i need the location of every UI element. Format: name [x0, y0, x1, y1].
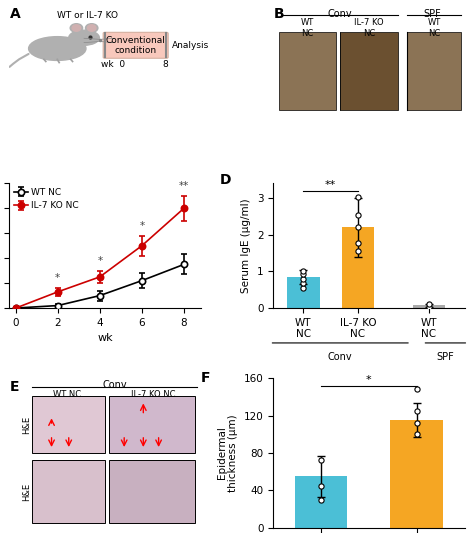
Point — [413, 419, 420, 427]
Bar — [407, 33, 461, 110]
Ellipse shape — [87, 25, 96, 31]
Bar — [109, 396, 195, 453]
Point — [354, 193, 362, 201]
Text: *: * — [55, 273, 60, 283]
Point — [317, 456, 325, 465]
Point — [300, 274, 307, 283]
Point — [425, 302, 433, 311]
Ellipse shape — [69, 30, 100, 45]
Text: WT or IL-7 KO: WT or IL-7 KO — [57, 11, 118, 20]
Bar — [287, 277, 320, 308]
Text: IL-7 KO NC: IL-7 KO NC — [131, 390, 175, 399]
Point — [413, 385, 420, 393]
Text: A: A — [9, 7, 20, 21]
Text: Conventional
condition: Conventional condition — [106, 36, 165, 55]
Text: B: B — [273, 7, 284, 21]
Text: **: ** — [179, 181, 189, 191]
Text: *: * — [97, 256, 102, 265]
Bar — [295, 477, 347, 528]
Point — [413, 407, 420, 415]
X-axis label: wk: wk — [97, 333, 113, 343]
Point — [300, 266, 307, 275]
Point — [354, 247, 362, 255]
Legend: WT NC, IL-7 KO NC: WT NC, IL-7 KO NC — [14, 188, 79, 211]
Text: Conv: Conv — [328, 9, 353, 19]
Point — [413, 430, 420, 439]
Text: **: ** — [325, 180, 337, 190]
Point — [354, 239, 362, 247]
Ellipse shape — [70, 23, 82, 33]
Point — [317, 481, 325, 490]
Ellipse shape — [85, 23, 98, 33]
Text: 8: 8 — [163, 60, 168, 69]
Ellipse shape — [28, 37, 86, 60]
Bar — [342, 228, 374, 308]
Point — [317, 495, 325, 504]
Text: H&E: H&E — [22, 483, 31, 501]
Text: IL-7 KO
NC: IL-7 KO NC — [354, 18, 384, 38]
Text: WT
NC: WT NC — [427, 18, 440, 38]
Text: *: * — [366, 375, 372, 385]
Bar — [340, 33, 398, 110]
Bar — [413, 305, 446, 308]
Text: Conv: Conv — [328, 352, 353, 362]
Text: WT NC: WT NC — [53, 390, 81, 399]
Point — [300, 279, 307, 287]
Bar — [391, 420, 443, 528]
FancyBboxPatch shape — [103, 33, 168, 58]
Text: SPF: SPF — [423, 9, 441, 19]
Text: wk  0: wk 0 — [101, 60, 126, 69]
Text: E: E — [9, 379, 19, 393]
Text: Conv: Conv — [102, 379, 127, 390]
Text: WT
NC: WT NC — [301, 18, 314, 38]
Point — [354, 211, 362, 219]
Point — [300, 284, 307, 292]
Bar — [32, 396, 105, 453]
Bar — [32, 461, 105, 523]
Text: Analysis: Analysis — [172, 41, 209, 50]
Point — [300, 270, 307, 279]
Text: *: * — [139, 221, 145, 231]
Point — [354, 223, 362, 232]
Bar — [109, 461, 195, 523]
Y-axis label: Epidermal
thickness (μm): Epidermal thickness (μm) — [217, 414, 238, 492]
Text: D: D — [220, 173, 231, 188]
Y-axis label: Serum IgE (μg/ml): Serum IgE (μg/ml) — [241, 198, 251, 293]
Text: F: F — [201, 370, 210, 385]
Ellipse shape — [72, 25, 81, 31]
Bar — [279, 33, 337, 110]
Text: H&E: H&E — [22, 415, 31, 433]
Text: SPF: SPF — [437, 352, 454, 362]
Point — [425, 300, 433, 309]
